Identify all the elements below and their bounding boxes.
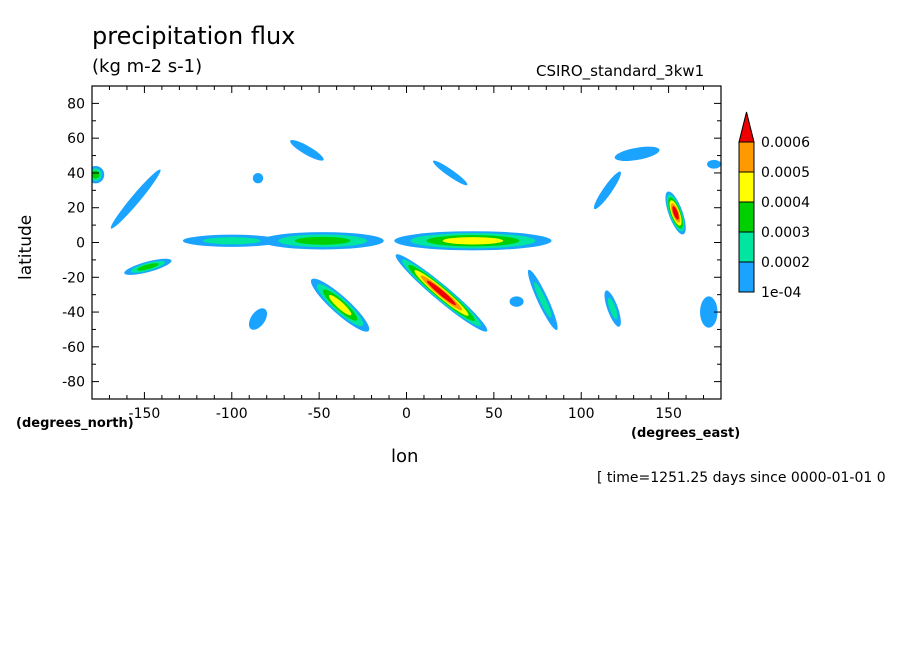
contour-level-1 xyxy=(290,140,324,161)
contour-level-6 xyxy=(426,280,456,306)
y-tick-label: 60 xyxy=(67,131,85,147)
contour-feature xyxy=(248,308,268,330)
colorbar-box xyxy=(738,201,755,233)
x-tick-label: 50 xyxy=(485,406,503,422)
contour-level-1 xyxy=(248,308,268,330)
contour-level-2 xyxy=(607,297,618,320)
colorbar-box xyxy=(738,141,755,173)
contour-level-2 xyxy=(534,282,552,318)
y-tick-label: -40 xyxy=(62,305,85,321)
contour-feature xyxy=(707,159,721,169)
contour-level-1 xyxy=(707,159,721,169)
contour-feature xyxy=(665,191,686,235)
colorbar-label: 0.0005 xyxy=(761,165,810,181)
contour-feature xyxy=(394,231,552,251)
contour-feature xyxy=(110,169,161,229)
x-tick-label: -150 xyxy=(129,406,161,422)
y-axis-units: (degrees_north) xyxy=(16,416,134,431)
contour-feature xyxy=(509,296,524,307)
x-axis-units: (degrees_east) xyxy=(631,426,741,441)
contour-feature xyxy=(593,171,621,210)
contour-feature xyxy=(527,269,558,331)
colorbar: 1e-04 0.0002 0.0003 0.0004 0.0005 0.0006 xyxy=(738,111,810,301)
x-axis-label: lon xyxy=(391,446,419,467)
x-tick-label: -100 xyxy=(216,406,248,422)
x-tick-label: 100 xyxy=(568,406,595,422)
chart-units: (kg m-2 s-1) xyxy=(92,56,203,77)
chart-title: precipitation flux xyxy=(92,22,296,50)
colorbar-extend-triangle xyxy=(738,111,755,143)
contour-level-4 xyxy=(442,237,504,245)
contour-feature xyxy=(604,290,621,327)
contour-feature xyxy=(182,234,281,247)
contour-level-1 xyxy=(252,172,264,184)
contour-feature xyxy=(614,146,660,161)
y-tick-label: -20 xyxy=(62,270,85,286)
contour-level-4 xyxy=(328,294,352,316)
contour-feature xyxy=(310,278,370,332)
contour-feature xyxy=(700,296,718,328)
y-tick-label: 0 xyxy=(76,236,85,252)
colorbar-label: 0.0004 xyxy=(761,195,810,211)
colorbar-label: 0.0002 xyxy=(761,255,810,271)
x-tick-label: 0 xyxy=(402,406,411,422)
x-tick-label: -50 xyxy=(308,406,331,422)
contour-level-1 xyxy=(593,171,621,210)
colorbar-label: 1e-04 xyxy=(761,285,801,301)
contour-level-1 xyxy=(509,296,524,307)
contour-features xyxy=(92,140,721,332)
axis-ticks: -150 -100 -50 0 50 100 150 80 60 40 20 0 -20 -40 -60 -8… xyxy=(62,85,721,422)
y-tick-label: -80 xyxy=(62,375,85,391)
contour-feature xyxy=(432,160,468,186)
contour-level-2 xyxy=(202,237,261,245)
colorbar-label: 0.0003 xyxy=(761,225,810,241)
contour-level-3 xyxy=(137,263,159,271)
contour-feature xyxy=(290,140,324,161)
colorbar-label: 0.0006 xyxy=(761,135,810,151)
contour-level-6 xyxy=(672,206,679,220)
contour-level-1 xyxy=(432,160,468,186)
contour-feature xyxy=(92,165,105,184)
y-tick-label: 40 xyxy=(67,166,85,182)
time-stamp: [ time=1251.25 days since 0000-01-01 0 xyxy=(597,470,886,486)
contour-feature xyxy=(261,232,384,250)
y-tick-label: -60 xyxy=(62,340,85,356)
y-tick-label: 80 xyxy=(67,96,85,112)
contour-level-3 xyxy=(92,170,100,179)
run-label: CSIRO_standard_3kw1 xyxy=(536,62,705,80)
contour-feature xyxy=(252,172,264,184)
colorbar-box xyxy=(738,171,755,203)
contour-level-1 xyxy=(110,169,161,229)
contour-feature xyxy=(124,258,172,275)
colorbar-box xyxy=(738,231,755,263)
y-tick-label: 20 xyxy=(67,201,85,217)
contour-feature xyxy=(395,254,488,332)
colorbar-box xyxy=(738,261,755,293)
contour-level-1 xyxy=(614,146,660,161)
x-tick-label: 150 xyxy=(655,406,682,422)
contour-level-1 xyxy=(700,296,718,328)
contour-level-3 xyxy=(294,236,351,245)
